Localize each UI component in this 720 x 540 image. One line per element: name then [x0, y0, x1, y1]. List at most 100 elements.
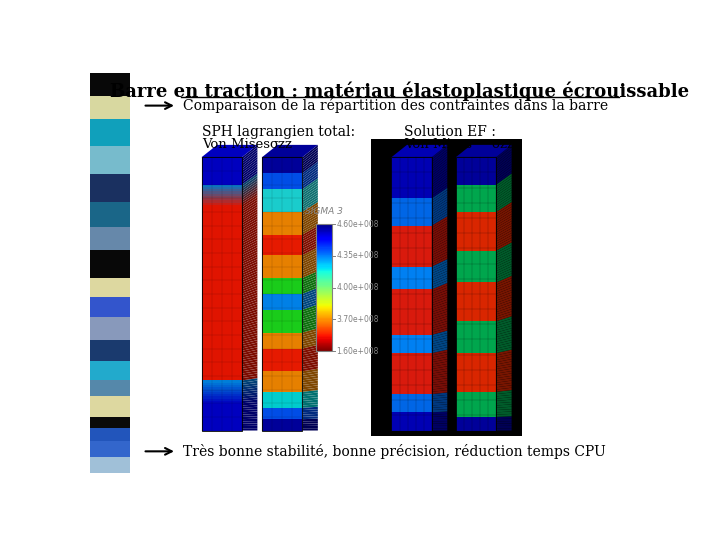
Text: Comparaison de la répartition des contraintes dans la barre: Comparaison de la répartition des contra…: [183, 98, 608, 113]
Polygon shape: [456, 157, 496, 159]
Polygon shape: [392, 362, 432, 365]
Polygon shape: [392, 166, 432, 168]
Bar: [90, 396, 130, 416]
Polygon shape: [202, 342, 242, 344]
Polygon shape: [496, 157, 512, 171]
Polygon shape: [392, 176, 432, 178]
Polygon shape: [202, 251, 242, 253]
Bar: [316, 335, 332, 336]
Bar: [316, 225, 332, 226]
Polygon shape: [456, 301, 496, 303]
Polygon shape: [432, 328, 447, 335]
Polygon shape: [242, 188, 258, 200]
Polygon shape: [432, 400, 447, 403]
Polygon shape: [392, 253, 432, 255]
Polygon shape: [202, 408, 242, 410]
Polygon shape: [392, 244, 432, 246]
Polygon shape: [392, 399, 432, 401]
Polygon shape: [392, 202, 432, 205]
Polygon shape: [392, 282, 432, 285]
Polygon shape: [302, 209, 318, 221]
Polygon shape: [302, 309, 318, 316]
Bar: [316, 284, 332, 286]
Polygon shape: [432, 252, 447, 262]
Polygon shape: [432, 247, 447, 258]
Polygon shape: [456, 351, 496, 353]
Polygon shape: [432, 224, 447, 235]
Polygon shape: [456, 381, 496, 383]
Polygon shape: [302, 159, 318, 173]
Polygon shape: [242, 249, 258, 260]
Bar: [316, 309, 332, 311]
Polygon shape: [392, 387, 432, 389]
Polygon shape: [302, 388, 318, 392]
Polygon shape: [202, 367, 242, 369]
Polygon shape: [302, 247, 318, 258]
Bar: [316, 276, 332, 278]
Polygon shape: [456, 385, 496, 387]
Polygon shape: [456, 396, 496, 399]
Polygon shape: [496, 217, 512, 228]
Polygon shape: [302, 269, 318, 278]
Polygon shape: [496, 285, 512, 294]
Polygon shape: [302, 171, 318, 185]
Polygon shape: [432, 423, 447, 426]
Polygon shape: [242, 271, 258, 280]
Polygon shape: [456, 285, 496, 287]
Polygon shape: [202, 348, 242, 351]
Polygon shape: [392, 196, 432, 198]
Polygon shape: [496, 288, 512, 296]
Polygon shape: [262, 223, 302, 226]
Polygon shape: [262, 145, 318, 157]
Polygon shape: [392, 226, 432, 228]
Polygon shape: [392, 383, 432, 385]
Polygon shape: [302, 188, 318, 200]
Polygon shape: [262, 248, 302, 251]
Polygon shape: [302, 381, 318, 385]
Polygon shape: [456, 202, 496, 205]
Polygon shape: [202, 180, 242, 183]
Polygon shape: [432, 426, 447, 428]
Polygon shape: [456, 246, 496, 248]
Bar: [316, 282, 332, 284]
Polygon shape: [432, 305, 447, 312]
Polygon shape: [392, 173, 432, 176]
Polygon shape: [496, 350, 512, 355]
Polygon shape: [262, 255, 302, 258]
Bar: [316, 321, 332, 323]
Polygon shape: [262, 194, 302, 196]
Polygon shape: [202, 164, 242, 166]
Polygon shape: [202, 419, 242, 421]
Text: SPH lagrangien total:: SPH lagrangien total:: [202, 125, 356, 139]
Polygon shape: [242, 423, 258, 426]
Polygon shape: [262, 326, 302, 328]
Bar: [316, 339, 332, 341]
Bar: [316, 235, 332, 237]
Polygon shape: [392, 258, 432, 260]
Polygon shape: [456, 164, 496, 166]
Polygon shape: [496, 402, 512, 406]
Polygon shape: [262, 198, 302, 200]
Polygon shape: [496, 376, 512, 381]
Polygon shape: [456, 212, 496, 214]
Polygon shape: [242, 364, 258, 369]
Polygon shape: [456, 328, 496, 330]
Polygon shape: [456, 178, 496, 180]
Polygon shape: [242, 298, 258, 305]
Bar: [316, 292, 332, 293]
Polygon shape: [262, 171, 302, 173]
Polygon shape: [262, 157, 302, 159]
Polygon shape: [262, 202, 302, 205]
Polygon shape: [242, 161, 258, 176]
Polygon shape: [242, 397, 258, 401]
Polygon shape: [392, 396, 432, 399]
Polygon shape: [242, 147, 258, 162]
Polygon shape: [496, 321, 512, 328]
Polygon shape: [242, 371, 258, 376]
Polygon shape: [432, 333, 447, 340]
Polygon shape: [242, 340, 258, 346]
Polygon shape: [432, 416, 447, 419]
Polygon shape: [392, 241, 432, 244]
Polygon shape: [456, 415, 496, 417]
Polygon shape: [202, 401, 242, 403]
